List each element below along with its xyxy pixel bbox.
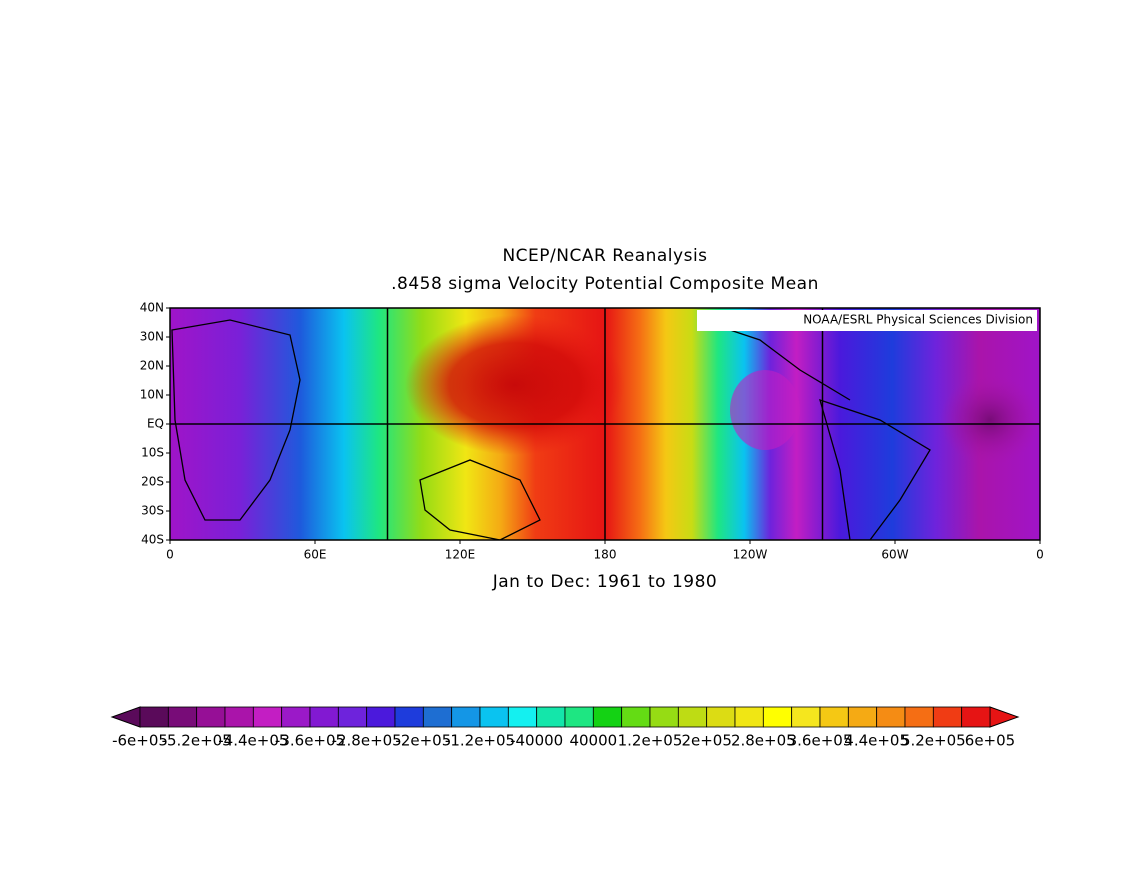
- lon-label: 120E: [445, 548, 476, 562]
- colorbar-box: [507, 706, 538, 728]
- lat-label: EQ: [147, 417, 164, 431]
- annotation: NOAA/ESRL Physical Sciences Division: [803, 313, 1033, 327]
- colorbar-box: [479, 706, 509, 728]
- colorbar-box: [847, 706, 878, 728]
- colorbar-label: -6e+05: [112, 732, 168, 750]
- colorbar-box: [281, 706, 311, 728]
- colorbar-label: 3.6e+05: [788, 732, 853, 750]
- colorbar-box: [819, 706, 849, 728]
- lon-label: 60E: [304, 548, 327, 562]
- colorbar-box: [791, 706, 821, 728]
- colorbar-box: [337, 706, 368, 728]
- colorbar-label: 1.2e+05: [618, 732, 683, 750]
- lat-label: 30N: [140, 330, 164, 344]
- colorbar-label: -4.4e+05: [218, 732, 288, 750]
- colorbar-box: [422, 706, 453, 728]
- lon-label: 0: [1036, 548, 1044, 562]
- colorbar-box: [394, 706, 424, 728]
- lon-label: 60W: [881, 548, 908, 562]
- colorbar-label: 5.2e+05: [901, 732, 966, 750]
- colorbar-box: [621, 706, 651, 728]
- colorbar-label: 6e+05: [965, 732, 1015, 750]
- subtitle: .8458 sigma Velocity Potential Composite…: [391, 274, 819, 294]
- colorbar-box: [677, 706, 708, 728]
- colorbar-box: [564, 706, 594, 728]
- colorbar-box: [961, 706, 991, 728]
- colorbar-box: [451, 706, 481, 728]
- colorbar-label: -3.6e+05: [275, 732, 345, 750]
- colorbar-box: [252, 706, 283, 728]
- colorbar-box: [536, 706, 566, 728]
- lat-label: 40N: [140, 301, 164, 315]
- lat-label: 10S: [141, 446, 164, 460]
- colorbar-label: -40000: [510, 732, 563, 750]
- colorbar-label: 2.8e+05: [731, 732, 796, 750]
- colorbar-box: [904, 706, 934, 728]
- colorbar-arrow-left: [110, 706, 141, 728]
- colorbar-box: [876, 706, 906, 728]
- lon-label: 0: [166, 548, 174, 562]
- lat-label: 40S: [141, 533, 164, 547]
- colorbar-box: [139, 706, 169, 728]
- grid-lines: [170, 308, 1040, 540]
- lon-label: 120W: [733, 548, 768, 562]
- colorbar-box: [224, 706, 254, 728]
- colorbar-box: [932, 706, 963, 728]
- colorbar-label: 4.4e+05: [844, 732, 909, 750]
- lat-label: 30S: [141, 504, 164, 518]
- footer: Jan to Dec: 1961 to 1980: [492, 572, 718, 592]
- lat-label: 20S: [141, 475, 164, 489]
- colorbar-box: [309, 706, 339, 728]
- colorbar-box: [762, 706, 793, 728]
- annotation-box: [697, 310, 1037, 331]
- lat-label: 20N: [140, 359, 164, 373]
- title: NCEP/NCAR Reanalysis: [502, 246, 707, 266]
- colorbar-label: -2e+05: [395, 732, 451, 750]
- colorbar-label: 2e+05: [681, 732, 731, 750]
- colorbar-box: [196, 706, 226, 728]
- colorbar-box: [366, 706, 396, 728]
- colorbar-box: [592, 706, 623, 728]
- colorbar-box: [649, 706, 679, 728]
- colorbar-label: -1.2e+05: [445, 732, 515, 750]
- colorbar-box: [167, 706, 198, 728]
- lat-label: 10N: [140, 388, 164, 402]
- colorbar-label: -2.8e+05: [332, 732, 402, 750]
- colorbar-label: 40000: [569, 732, 617, 750]
- lon-label: 180: [594, 548, 617, 562]
- colorbar-arrow-right: [989, 706, 1020, 728]
- colorbar-label: -5.2e+05: [162, 732, 232, 750]
- colorbar-box: [706, 706, 736, 728]
- colorbar-box: [734, 706, 764, 728]
